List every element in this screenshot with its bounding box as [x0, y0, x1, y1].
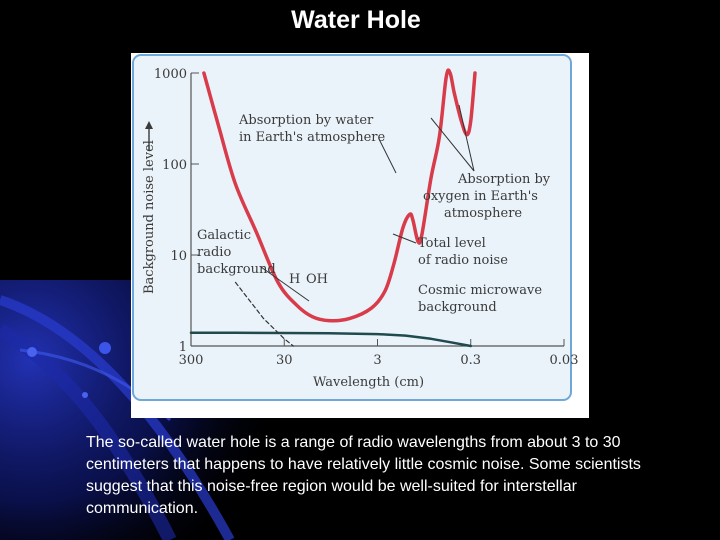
annotation-cmb-line2: background: [418, 300, 497, 315]
slide-title: Water Hole: [291, 6, 421, 34]
annotation-galactic-line3: background: [197, 262, 276, 277]
chart-panel-box: [132, 54, 572, 401]
annotation-total-leader: [392, 233, 417, 244]
annotation-oxygen-line3: atmosphere: [444, 206, 522, 221]
slide-caption: The so-called water hole is a range of r…: [86, 434, 641, 517]
annotation-galactic-leader: [260, 266, 310, 302]
chart-annotations: Absorption by water in Earth's atmospher…: [197, 104, 551, 315]
annotation-oxygen-line2: oxygen in Earth's: [423, 189, 538, 204]
annotation-total-line1: Total level: [418, 236, 486, 251]
x-tick-label: 300: [179, 353, 204, 368]
noise-chart: Background noise level Wavelength (cm) 3…: [132, 54, 579, 401]
annotation-oxygen-leader-1: [430, 117, 475, 172]
x-axis-label: Wavelength (cm): [313, 375, 424, 390]
annotation-hoh-h: H: [289, 272, 300, 287]
annotation-cmb-line1: Cosmic microwave: [418, 283, 542, 298]
annotation-galactic-line2: radio: [197, 245, 231, 260]
cmb-curve: [189, 331, 473, 348]
x-tick-label: 0.03: [550, 353, 579, 368]
y-tick-label: 10: [170, 249, 187, 264]
annotation-galactic-line1: Galactic: [197, 228, 251, 243]
figure-panel: Background noise level Wavelength (cm) 3…: [131, 53, 589, 418]
annotation-total-line2: of radio noise: [418, 253, 508, 268]
y-tick-label: 1: [179, 340, 187, 355]
x-tick-label: 0.3: [460, 353, 481, 368]
annotation-water-leader: [378, 138, 397, 174]
y-axis-label: Background noise level: [142, 140, 157, 294]
y-tick-label: 1000: [154, 67, 187, 82]
y-tick-label: 100: [162, 158, 187, 173]
galactic-background-curve: [234, 281, 294, 347]
annotation-hoh-oh: OH: [306, 272, 328, 287]
annotation-water-line2: in Earth's atmosphere: [239, 130, 385, 145]
x-tick-label: 30: [276, 353, 293, 368]
x-tick-label: 3: [373, 353, 381, 368]
annotation-oxygen-leader-2: [458, 104, 475, 172]
y-axis-arrowhead-icon: [145, 121, 153, 129]
total-noise-curve: [202, 68, 477, 323]
annotation-oxygen-line1: Absorption by: [457, 172, 551, 187]
annotation-water-line1: Absorption by water: [238, 113, 374, 128]
